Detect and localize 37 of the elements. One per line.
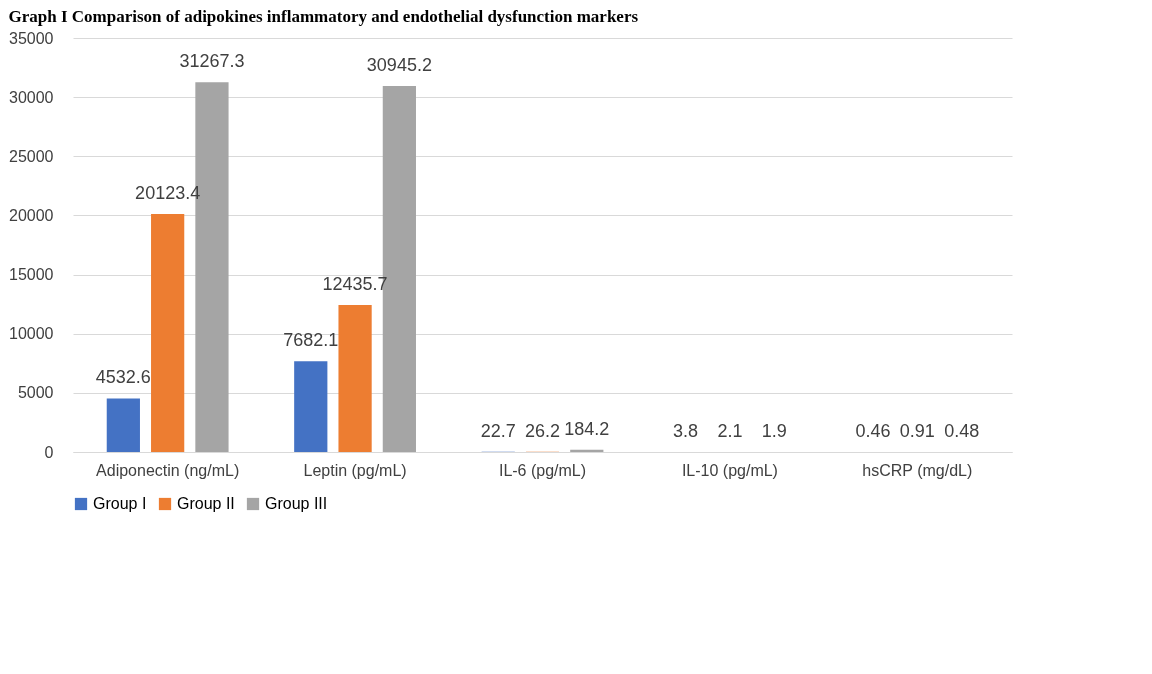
data-label: 0.91 <box>899 420 935 441</box>
y-tick-label: 5000 <box>17 384 54 402</box>
y-tick-label: 30000 <box>9 88 54 106</box>
y-tick-label: 0 <box>44 443 54 461</box>
data-label: 26.2 <box>524 420 561 441</box>
data-label: 30945.2 <box>366 54 432 75</box>
legend-label: Group II <box>177 495 235 512</box>
bar <box>151 213 185 452</box>
y-tick-label: 10000 <box>9 325 54 343</box>
x-tick-label: IL-6 (pg/mL) <box>498 461 587 479</box>
data-label: 0.46 <box>855 420 891 441</box>
bar <box>570 449 604 452</box>
data-label: 12435.7 <box>322 273 388 294</box>
bar <box>106 398 140 452</box>
y-tick-label: 35000 <box>9 29 54 47</box>
data-label: 31267.3 <box>179 51 245 72</box>
y-tick-label: 15000 <box>9 266 54 284</box>
y-tick-label: 25000 <box>9 147 54 165</box>
bar <box>294 361 328 452</box>
x-tick-label: Leptin (pg/mL) <box>303 461 407 479</box>
data-label: 4532.6 <box>95 367 151 388</box>
data-label: 1.9 <box>761 420 787 441</box>
legend-label: Group III <box>265 495 328 512</box>
data-label: 184.2 <box>564 418 610 439</box>
data-label: 7682.1 <box>283 330 339 351</box>
chart-title: Graph I Comparison of adipokines inflammatory and endothelial dysfunction markers <box>8 7 639 26</box>
bar <box>338 304 372 452</box>
x-tick-label: Adiponectin (ng/mL) <box>96 461 240 479</box>
y-tick-label: 20000 <box>9 206 54 224</box>
data-label: 22.7 <box>480 420 516 441</box>
data-label: 2.1 <box>717 420 743 441</box>
data-label: 20123.4 <box>135 182 201 203</box>
x-tick-label: IL-10 (pg/mL) <box>681 461 778 479</box>
data-label: 3.8 <box>673 420 699 441</box>
x-tick-label: hsCRP (mg/dL) <box>862 461 973 479</box>
legend-label: Group I <box>93 495 147 512</box>
data-label: 0.48 <box>944 420 980 441</box>
